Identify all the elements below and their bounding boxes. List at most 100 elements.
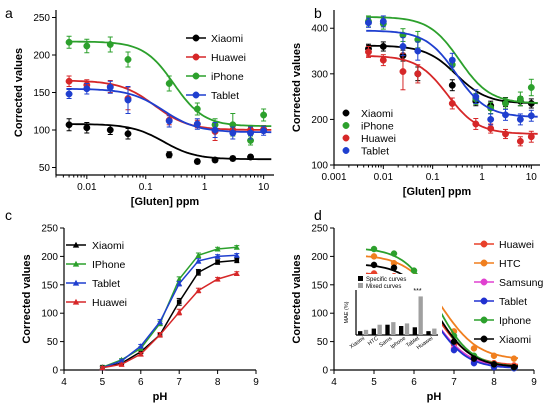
data-point [410,267,418,274]
data-point [229,129,237,137]
inset-bar [404,323,410,335]
y-axis-label: Corrected values [21,254,33,343]
inset-legend-swatch [358,283,363,288]
data-point [118,357,125,364]
data-point [124,96,132,104]
data-point [390,250,398,257]
inset-bar [432,328,437,335]
panel-a: 0.01 0.1 1 10 50 100 150 200 250 [Gluten] ppm Corr… [13,10,274,208]
x-tick-label: 1 [202,182,208,193]
data-point [487,125,495,132]
inset-bar [385,324,390,335]
inset-legend-label: Mixed curves [366,284,401,290]
x-axis-label: pH [153,391,168,403]
inset-bar [412,327,417,335]
inset-bar [391,322,396,335]
legend-marker [72,241,80,248]
data-point [106,83,114,91]
data-point [527,84,535,91]
data-point [490,361,498,368]
inset-bar [358,331,363,335]
y-tick-label: 0 [52,366,58,377]
data-point [192,72,200,80]
x-tick-label: 6 [138,377,144,388]
y-tick-label: 200 [311,252,328,263]
data-point [414,70,422,78]
data-point [176,276,183,282]
inset-bar [399,326,404,335]
y-tick-label: 50 [317,337,329,348]
data-point [342,122,350,129]
data-point [192,53,200,61]
series-line [102,259,237,368]
legend-label: IPhone [92,259,125,271]
legend-label: Iphone [499,315,531,327]
data-point [195,257,202,264]
data-point [365,19,372,27]
x-tick-label: 7 [176,377,182,388]
data-point [65,38,73,46]
legend-label: Tablet [92,278,120,290]
data-point [470,355,478,362]
legend-label: iPhone [211,71,244,83]
y-tick-label: 250 [41,224,58,235]
y-tick-label: 400 [311,24,328,35]
data-point [527,112,535,120]
inset-bar [363,329,369,335]
data-point [480,316,488,324]
data-point [399,43,407,50]
data-point [527,133,535,141]
inset-background [338,274,442,357]
y-axis-label: Corrected values [291,254,303,343]
inset-y-label: MAE (%) [344,301,350,323]
data-point [502,130,509,138]
x-axis-label: [Gluten] ppm [131,196,200,208]
x-tick-label: 0.1 [426,172,440,183]
legend-label: Huawei [499,239,534,251]
legend-label: Xiaomi [211,33,243,45]
data-point [342,147,350,154]
y-tick-label: 200 [311,115,328,126]
data-point [487,115,495,123]
x-axis-label: [Gluten] ppm [403,186,472,198]
x-tick-label: 4 [331,377,337,388]
y-tick-label: 0 [322,366,328,377]
inset-bar [371,328,376,335]
data-point [137,343,144,349]
data-point [165,117,173,125]
data-point [233,270,240,276]
legend-label: iPhone [361,120,394,132]
x-axis-label: pH [427,391,442,403]
inset-annotation: *** [413,288,421,295]
data-point [106,126,114,134]
data-point [193,105,201,113]
y-tick-label: 100 [311,309,328,320]
x-tick-label: 0.01 [374,172,394,183]
data-point [83,85,91,93]
series-line [102,254,237,369]
data-point [516,137,524,145]
x-tick-label: 5 [100,377,106,388]
data-point [260,111,268,119]
fit-curve [66,123,272,161]
x-tick-label: 1 [479,172,485,183]
y-tick-label: 300 [311,69,328,80]
legend-label: Xiaomi [499,334,531,346]
data-point [215,259,220,265]
data-point [195,287,202,293]
legend-label: Huawei [361,133,396,145]
legend-label: Xiaomi [92,240,124,252]
data-point [342,134,350,142]
x-tick-label: 8 [491,377,497,388]
data-point [106,41,114,48]
x-tick-label: 0.001 [321,172,346,183]
data-point [260,127,268,135]
data-point [370,253,378,260]
x-tick-label: 0.1 [139,182,153,193]
panel-c: 4 5 6 7 8 9 0 50 100 150 200 250 pH Corrected values X… [21,224,259,404]
series-line [102,272,238,369]
data-point [234,258,240,263]
data-point [370,245,378,253]
data-point [124,130,132,138]
y-tick-label: 100 [33,126,50,137]
